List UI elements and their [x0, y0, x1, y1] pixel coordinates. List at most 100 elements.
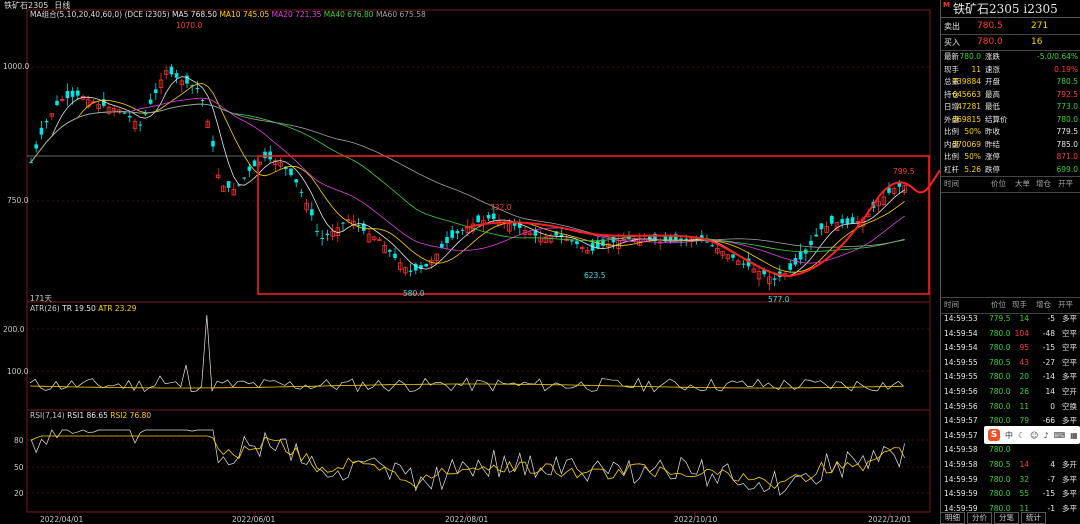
candle-body — [788, 263, 792, 270]
quote-row: 现手 11 速涨 0.19% — [941, 64, 1080, 77]
candle-body — [533, 229, 538, 236]
quote-panel: M 铁矿石2305 i2305 卖出 780.5 271 买入 780.0 16… — [940, 0, 1080, 524]
candle-body — [362, 223, 366, 231]
tick-volume: 43 — [1019, 357, 1029, 367]
candle-body — [434, 253, 439, 261]
quote-value: 871.0 — [1056, 152, 1078, 161]
quote-row: 比例 50% 涨停 871.0 — [941, 151, 1080, 164]
tick-row[interactable]: 14:59:57 780.0 79 -66 多平 — [941, 414, 1080, 429]
x-tick-5: 2022/12/01 — [868, 515, 912, 524]
candle-body — [798, 251, 803, 260]
candle-body — [351, 220, 356, 226]
candle-body — [512, 223, 517, 226]
tick-row[interactable]: 14:59:56 780.0 26 14 空开 — [941, 385, 1080, 400]
candle-body — [492, 213, 496, 220]
candle-body — [310, 209, 314, 216]
quote-label: 日增 — [944, 102, 959, 111]
quote-label: 结算价 — [985, 114, 1008, 124]
tick-volume: 55 — [1019, 489, 1029, 499]
tick-row[interactable]: 14:59:55 780.5 43 -27 空平 — [941, 356, 1080, 371]
tick-price: 780.0 — [989, 474, 1011, 484]
grid-icon[interactable]: ▦ — [1070, 430, 1078, 440]
candle-body — [185, 75, 189, 84]
x-axis-ticks — [59, 512, 891, 516]
candle-body — [179, 80, 184, 86]
buy-row[interactable]: 买入 780.0 16 — [941, 35, 1080, 51]
emoji-icon[interactable]: ☺ — [1030, 430, 1039, 440]
candle-body — [138, 124, 142, 126]
tick-price: 780.0 — [989, 445, 1011, 455]
symbol-label[interactable]: 铁矿石2305 — [4, 0, 49, 10]
candle-body — [366, 233, 372, 243]
quote-label: 最新 — [944, 52, 959, 61]
candle-body — [211, 140, 215, 147]
level-header-row: 时间 价位 大单 增仓 开平 — [941, 176, 1080, 193]
candle-body — [96, 103, 101, 110]
candle-body — [850, 217, 855, 224]
candle-body — [585, 250, 590, 254]
candle-body — [486, 214, 491, 219]
period-label[interactable]: 日线 — [54, 0, 71, 10]
quote-value: 780.5 — [1056, 77, 1078, 86]
tick-change: 14 — [1045, 387, 1055, 396]
rsi-tick-20: 20 — [14, 489, 24, 498]
tick-row[interactable]: 14:59:59 780.0 11 -1 多平 — [941, 502, 1080, 517]
tab-price[interactable]: 分价 — [967, 512, 992, 524]
tick-time: 14:59:59 — [944, 503, 978, 513]
tick-row[interactable]: 14:59:55 780.0 20 -14 多平 — [941, 370, 1080, 385]
tab-detail[interactable]: 明细 — [940, 512, 965, 524]
kline-chart[interactable] — [0, 0, 940, 524]
candle-body — [397, 262, 403, 270]
quote-value: 11 — [971, 64, 981, 74]
tick-row[interactable]: 14:59:54 780.0 95 -15 空平 — [941, 341, 1080, 356]
tick-change: -15 — [1042, 489, 1055, 499]
atr-tick-100: 100.0 — [7, 367, 29, 376]
quote-value: 0.19% — [1054, 64, 1078, 74]
tick-change: -5 — [1047, 314, 1055, 323]
tick-row[interactable]: 14:59:54 780.0 104 -48 空平 — [941, 327, 1080, 342]
mic-icon[interactable]: ♪ — [1043, 430, 1049, 440]
candle-body — [117, 109, 122, 113]
tick-time: 14:59:57 — [944, 430, 978, 440]
buy-price: 780.0 — [977, 37, 1003, 47]
tick-volume: 11 — [1019, 503, 1029, 513]
tick-row[interactable]: 14:59:58 780.0 — [941, 443, 1080, 458]
candle-body — [195, 88, 200, 90]
tick-volume: 14 — [1019, 314, 1029, 323]
tick-row[interactable]: 14:59:56 780.0 11 0 空换 — [941, 400, 1080, 415]
candle-body — [315, 230, 319, 232]
ime-mode-label[interactable]: 中 — [1005, 430, 1013, 440]
grid-dashes — [27, 66, 930, 494]
x-tick-4: 2022/10/10 — [674, 515, 718, 524]
tick-row[interactable]: 14:59:59 780.0 32 -7 多平 — [941, 473, 1080, 488]
tick-row[interactable]: 14:59:53 779.5 14 -5 多平 — [941, 312, 1080, 327]
candle-body — [881, 196, 886, 205]
candle-body — [756, 271, 762, 280]
candle-body — [278, 162, 283, 167]
candle-body — [70, 90, 75, 97]
candle-body — [824, 226, 829, 233]
candle-body — [725, 254, 730, 260]
tick-type: 多平 — [1062, 372, 1077, 382]
candle-body — [154, 89, 158, 93]
quote-row: 外盘 369815 结算价 780.0 — [941, 114, 1080, 127]
ma10-line — [30, 83, 905, 273]
tick-row[interactable]: 14:59:59 780.0 55 -15 多平 — [941, 487, 1080, 502]
ma60-value: MA60 675.58 — [375, 10, 426, 19]
moon-icon[interactable]: ☾ — [1018, 430, 1026, 440]
tab-tick[interactable]: 分笔 — [994, 512, 1019, 524]
keyboard-icon[interactable]: ⌨ — [1053, 430, 1066, 440]
tab-stats[interactable]: 统计 — [1021, 512, 1046, 524]
annot-low-last: 577.0 — [768, 295, 790, 304]
ma-group-label[interactable]: MA组合(5,10,20,40,60,0) (DCE i2305) MA5 76… — [30, 10, 426, 19]
sell-price: 780.5 — [977, 21, 1003, 31]
candle-body — [731, 254, 735, 258]
candle-body — [341, 222, 345, 224]
tick-row[interactable]: 14:59:58 780.5 14 4 多开 — [941, 458, 1080, 473]
ime-toolbar[interactable]: S 中 ☾ ☺ ♪ ⌨ ▦ — [984, 426, 1080, 444]
sell-row[interactable]: 卖出 780.5 271 — [941, 19, 1080, 35]
quote-title: 铁矿石2305 i2305 — [941, 0, 1080, 18]
candle-body — [419, 265, 423, 270]
quote-label: 杠杆 — [944, 164, 959, 174]
candle-body — [174, 73, 179, 78]
